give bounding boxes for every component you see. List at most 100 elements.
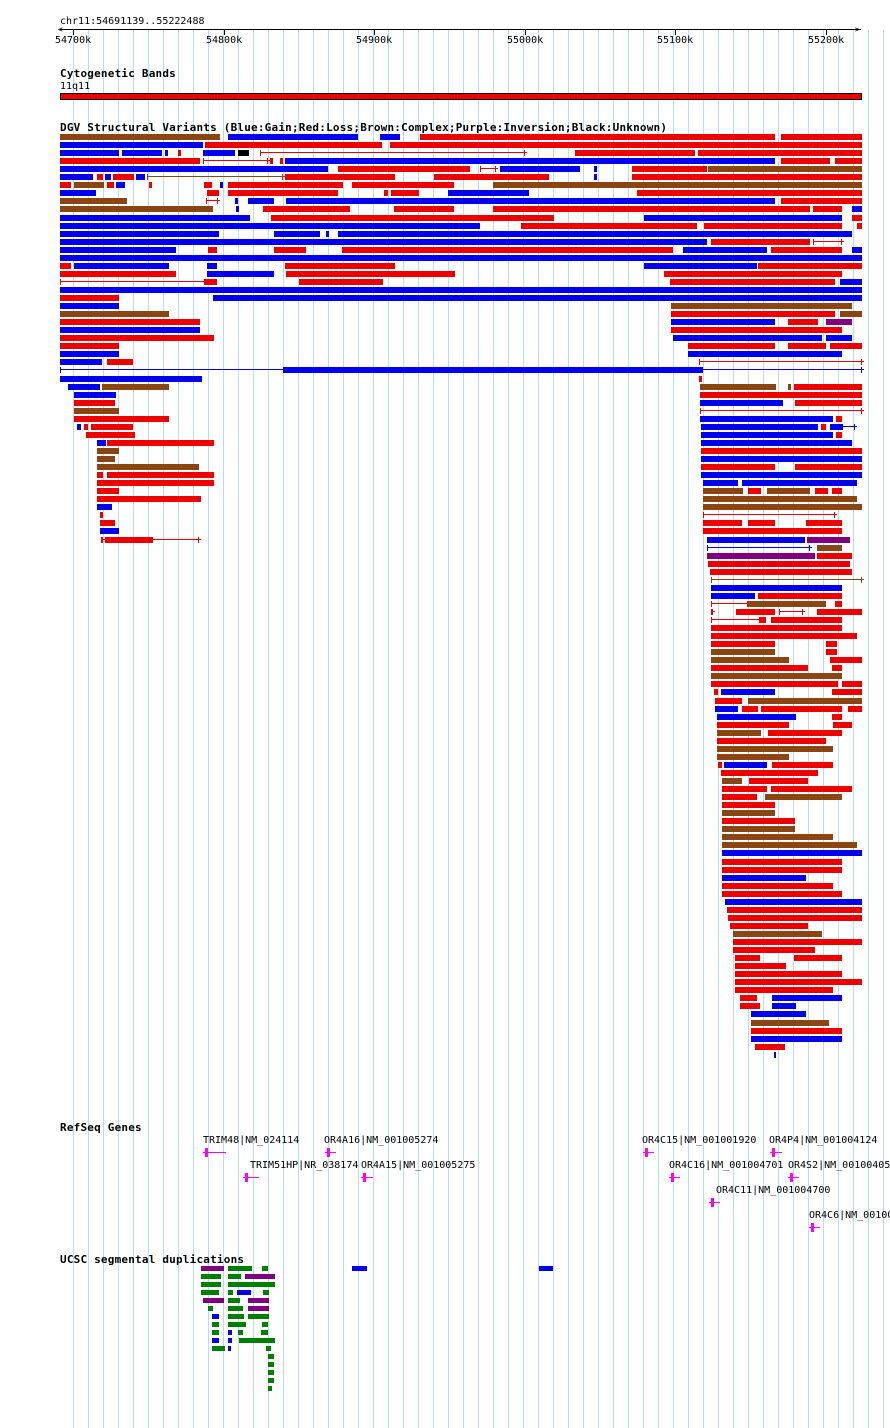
segmental-duplication[interactable] <box>268 1370 274 1375</box>
dgv-complex-variant[interactable] <box>711 657 789 663</box>
dgv-gain-variant[interactable] <box>700 416 833 422</box>
dgv-loss-variant[interactable] <box>178 150 181 156</box>
gene-label[interactable]: OR4P4|NM_001004124 <box>769 1135 878 1146</box>
dgv-loss-variant[interactable] <box>826 649 837 655</box>
dgv-loss-variant[interactable] <box>758 263 862 269</box>
dgv-inversion-variant[interactable] <box>807 537 850 543</box>
dgv-gain-variant[interactable] <box>274 231 320 237</box>
segmental-duplication[interactable] <box>268 1354 274 1359</box>
dgv-gain-variant[interactable] <box>100 528 119 534</box>
dgv-loss-variant[interactable] <box>338 166 470 172</box>
dgv-gain-variant[interactable] <box>721 689 775 695</box>
dgv-loss-variant[interactable] <box>149 182 152 188</box>
dgv-loss-variant[interactable] <box>842 681 862 687</box>
dgv-loss-variant[interactable] <box>832 689 862 695</box>
dgv-loss-variant[interactable] <box>711 665 808 671</box>
dgv-complex-variant[interactable] <box>97 464 199 470</box>
dgv-gain-variant[interactable] <box>701 472 862 478</box>
dgv-loss-variant[interactable] <box>60 319 200 325</box>
dgv-loss-variant[interactable] <box>717 722 789 728</box>
dgv-gain-variant[interactable] <box>683 247 767 253</box>
dgv-gain-variant[interactable] <box>671 319 775 325</box>
dgv-loss-variant[interactable] <box>835 158 862 164</box>
dgv-loss-variant[interactable] <box>722 883 833 889</box>
dgv-loss-variant[interactable] <box>84 424 88 430</box>
dgv-loss-variant[interactable] <box>815 488 828 494</box>
dgv-loss-variant[interactable] <box>730 923 808 929</box>
cytoband-bar[interactable] <box>60 93 862 100</box>
dgv-variant-span[interactable] <box>60 281 207 282</box>
dgv-variant-span[interactable] <box>703 514 837 515</box>
dgv-gain-variant[interactable] <box>105 174 111 180</box>
dgv-gain-variant[interactable] <box>840 279 862 285</box>
gene-label[interactable]: TRIM48|NM_024114 <box>203 1135 300 1146</box>
dgv-gain-variant[interactable] <box>742 480 857 486</box>
dgv-loss-variant[interactable] <box>748 520 775 526</box>
dgv-gain-variant[interactable] <box>60 166 328 172</box>
segmental-duplication[interactable] <box>228 1322 246 1327</box>
dgv-complex-variant[interactable] <box>703 504 862 510</box>
dgv-gain-variant[interactable] <box>60 327 200 333</box>
dgv-gain-variant[interactable] <box>60 351 119 357</box>
gene-label[interactable]: OR4C11|NM_001004700 <box>716 1185 831 1196</box>
dgv-loss-variant[interactable] <box>394 206 454 212</box>
dgv-loss-variant[interactable] <box>813 206 842 212</box>
dgv-complex-variant[interactable] <box>748 698 862 704</box>
dgv-loss-variant[interactable] <box>768 730 842 736</box>
dgv-loss-variant[interactable] <box>390 142 862 148</box>
dgv-variant-span[interactable] <box>152 539 201 540</box>
segmental-duplication[interactable] <box>262 1266 268 1271</box>
segmental-duplication[interactable] <box>539 1266 553 1271</box>
dgv-loss-variant[interactable] <box>228 182 343 188</box>
gene-model[interactable] <box>643 1152 654 1153</box>
dgv-complex-variant[interactable] <box>722 826 795 832</box>
dgv-gain-variant[interactable] <box>60 247 176 253</box>
dgv-loss-variant[interactable] <box>664 271 842 277</box>
dgv-loss-variant[interactable] <box>717 738 826 744</box>
dgv-loss-variant[interactable] <box>760 617 766 623</box>
dgv-gain-variant[interactable] <box>701 456 862 462</box>
dgv-gain-variant[interactable] <box>380 134 400 140</box>
dgv-loss-variant[interactable] <box>637 190 862 196</box>
dgv-variant-span[interactable] <box>203 160 270 161</box>
dgv-loss-variant[interactable] <box>794 955 842 961</box>
dgv-gain-variant[interactable] <box>724 762 767 768</box>
dgv-loss-variant[interactable] <box>772 762 833 768</box>
dgv-loss-variant[interactable] <box>111 480 214 486</box>
gene-model[interactable] <box>669 1177 680 1178</box>
dgv-loss-variant[interactable] <box>817 609 862 615</box>
dgv-loss-variant[interactable] <box>742 706 758 712</box>
dgv-loss-variant[interactable] <box>60 335 214 341</box>
dgv-gain-variant[interactable] <box>60 215 250 221</box>
dgv-complex-variant[interactable] <box>751 1020 829 1026</box>
dgv-loss-variant[interactable] <box>285 174 395 180</box>
dgv-loss-variant[interactable] <box>97 496 201 502</box>
dgv-loss-variant[interactable] <box>771 247 842 253</box>
dgv-loss-variant[interactable] <box>718 762 722 768</box>
segmental-duplication[interactable] <box>245 1274 275 1279</box>
dgv-gain-variant[interactable] <box>60 142 203 148</box>
dgv-gain-variant[interactable] <box>673 335 822 341</box>
dgv-loss-variant[interactable] <box>740 995 757 1001</box>
dgv-complex-variant[interactable] <box>817 545 842 551</box>
dgv-variant-span[interactable] <box>60 369 286 370</box>
dgv-gain-variant[interactable] <box>326 231 329 237</box>
dgv-loss-variant[interactable] <box>711 239 810 245</box>
dgv-complex-variant[interactable] <box>708 166 862 172</box>
segmental-duplication[interactable] <box>201 1282 221 1287</box>
dgv-loss-variant[interactable] <box>671 311 835 317</box>
segmental-duplication[interactable] <box>228 1314 244 1319</box>
gene-model[interactable] <box>325 1152 336 1153</box>
dgv-loss-variant[interactable] <box>722 802 775 808</box>
dgv-loss-variant[interactable] <box>207 190 219 196</box>
dgv-gain-variant[interactable] <box>207 263 217 269</box>
dgv-loss-variant[interactable] <box>286 271 455 277</box>
dgv-loss-variant[interactable] <box>711 633 857 639</box>
dgv-gain-variant[interactable] <box>60 174 93 180</box>
dgv-complex-variant[interactable] <box>60 198 127 204</box>
segmental-duplication[interactable] <box>228 1346 231 1351</box>
gene-label[interactable]: OR4S2|NM_001004059 <box>788 1160 890 1171</box>
dgv-loss-variant[interactable] <box>748 488 761 494</box>
dgv-loss-variant[interactable] <box>74 416 169 422</box>
dgv-gain-variant[interactable] <box>338 231 852 237</box>
